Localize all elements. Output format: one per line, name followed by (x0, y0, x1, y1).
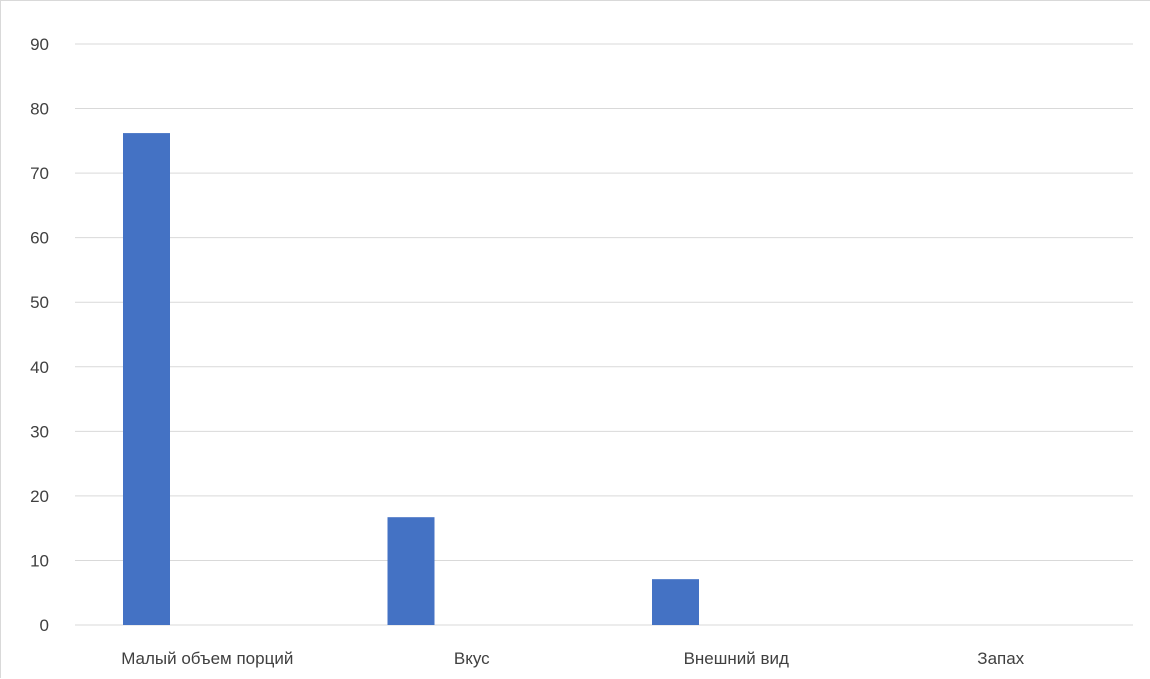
y-tick-label: 30 (30, 422, 49, 441)
bars (123, 133, 699, 625)
x-axis-ticks: Малый объем порций Вкус Внешний вид Запах (121, 649, 1025, 668)
y-tick-label: 10 (30, 551, 49, 570)
x-tick-label: Вкус (454, 649, 490, 668)
gridlines (75, 43, 1133, 626)
y-axis-ticks: 0 10 20 30 40 50 60 70 80 90 (30, 35, 49, 635)
x-tick-label: Внешний вид (684, 649, 789, 668)
bar-2 (652, 579, 699, 625)
y-tick-label: 0 (40, 616, 49, 635)
x-tick-label: Малый объем порций (121, 649, 293, 668)
y-tick-label: 40 (30, 358, 49, 377)
bar-0 (123, 133, 170, 625)
y-tick-label: 90 (30, 35, 49, 54)
bar-1 (387, 517, 435, 625)
y-tick-label: 70 (30, 164, 49, 183)
y-tick-label: 60 (30, 229, 49, 248)
y-tick-label: 50 (30, 293, 49, 312)
y-tick-label: 20 (30, 487, 49, 506)
y-tick-label: 80 (30, 100, 49, 119)
x-tick-label: Запах (977, 649, 1024, 668)
